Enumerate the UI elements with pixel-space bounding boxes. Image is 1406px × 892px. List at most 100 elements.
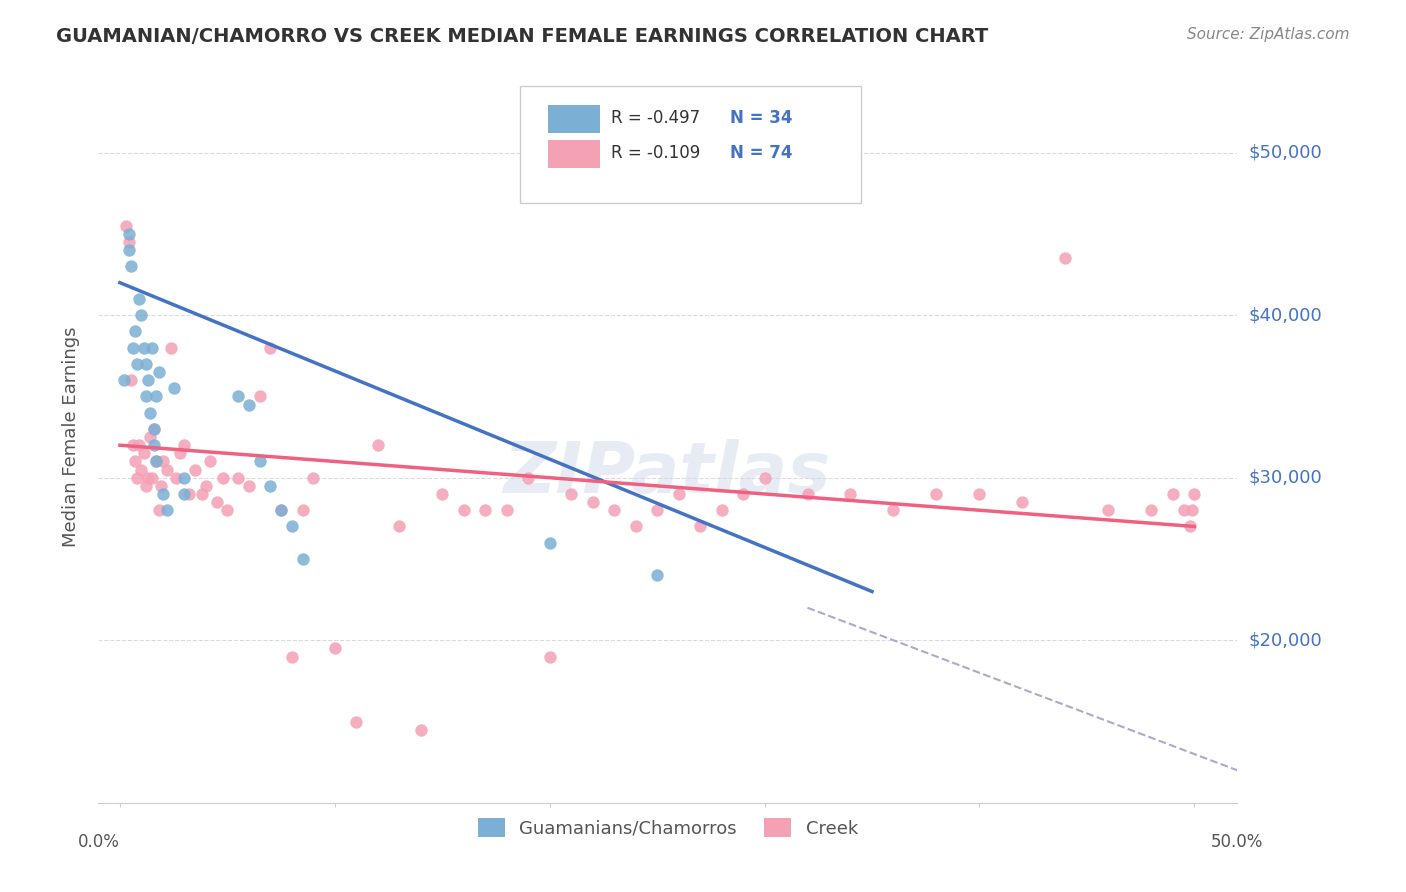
Point	[117, 243, 139, 257]
Point	[132, 446, 155, 460]
Text: 0.0%: 0.0%	[77, 833, 120, 851]
Point	[538, 649, 561, 664]
Point	[882, 503, 904, 517]
Text: $50,000: $50,000	[1249, 144, 1322, 161]
Point	[136, 373, 159, 387]
Point	[165, 471, 187, 485]
Point	[112, 373, 135, 387]
Point	[120, 373, 142, 387]
FancyBboxPatch shape	[548, 140, 599, 168]
Point	[177, 487, 200, 501]
Point	[148, 503, 170, 517]
Point	[149, 479, 172, 493]
Point	[249, 454, 271, 468]
Text: R = -0.497: R = -0.497	[612, 109, 700, 128]
Point	[1054, 252, 1077, 266]
Point	[925, 487, 948, 501]
Point	[281, 649, 304, 664]
Point	[453, 503, 475, 517]
Point	[344, 714, 367, 729]
Point	[645, 568, 668, 582]
Point	[754, 471, 776, 485]
Point	[145, 389, 167, 403]
Point	[145, 454, 167, 468]
Point	[259, 341, 281, 355]
Point	[1173, 503, 1195, 517]
Point	[152, 454, 174, 468]
Point	[115, 219, 138, 233]
Point	[120, 260, 142, 274]
Point	[291, 503, 314, 517]
Point	[160, 341, 183, 355]
Point	[141, 471, 163, 485]
Point	[139, 406, 162, 420]
Point	[259, 479, 281, 493]
Text: $20,000: $20,000	[1249, 632, 1322, 649]
Point	[194, 479, 217, 493]
Point	[432, 487, 454, 501]
Point	[668, 487, 690, 501]
Point	[217, 503, 239, 517]
Point	[388, 519, 411, 533]
Point	[132, 341, 155, 355]
Point	[190, 487, 212, 501]
Point	[517, 471, 540, 485]
Point	[143, 438, 166, 452]
Point	[731, 487, 754, 501]
Point	[226, 471, 249, 485]
Point	[124, 325, 146, 339]
Point	[1011, 495, 1033, 509]
Point	[117, 227, 139, 241]
FancyBboxPatch shape	[548, 105, 599, 133]
Point	[281, 519, 304, 533]
Point	[409, 723, 432, 737]
Point	[270, 503, 292, 517]
Point	[212, 471, 235, 485]
Point	[121, 341, 143, 355]
Text: 50.0%: 50.0%	[1211, 833, 1264, 851]
Point	[969, 487, 991, 501]
Point	[323, 641, 346, 656]
Point	[173, 487, 195, 501]
FancyBboxPatch shape	[520, 86, 862, 203]
Point	[169, 446, 191, 460]
Point	[238, 479, 260, 493]
Point	[238, 398, 260, 412]
Point	[131, 462, 153, 476]
Point	[367, 438, 389, 452]
Text: GUAMANIAN/CHAMORRO VS CREEK MEDIAN FEMALE EARNINGS CORRELATION CHART: GUAMANIAN/CHAMORRO VS CREEK MEDIAN FEMAL…	[56, 27, 988, 45]
Point	[1178, 519, 1201, 533]
Point	[128, 438, 150, 452]
Point	[136, 471, 159, 485]
Text: $30,000: $30,000	[1249, 468, 1322, 487]
Legend: Guamanians/Chamorros, Creek: Guamanians/Chamorros, Creek	[471, 811, 865, 845]
Point	[249, 389, 271, 403]
Point	[131, 308, 153, 322]
Point	[128, 292, 150, 306]
Point	[624, 519, 647, 533]
Point	[582, 495, 605, 509]
Point	[152, 487, 174, 501]
Y-axis label: Median Female Earnings: Median Female Earnings	[62, 326, 80, 548]
Point	[1182, 487, 1205, 501]
Point	[143, 422, 166, 436]
Point	[127, 471, 149, 485]
Point	[796, 487, 818, 501]
Point	[1140, 503, 1163, 517]
Point	[198, 454, 221, 468]
Point	[121, 438, 143, 452]
Point	[1161, 487, 1184, 501]
Point	[173, 471, 195, 485]
Text: N = 34: N = 34	[731, 109, 793, 128]
Point	[135, 357, 157, 371]
Point	[689, 519, 711, 533]
Point	[145, 454, 167, 468]
Point	[302, 471, 325, 485]
Point	[1181, 503, 1204, 517]
Point	[127, 357, 149, 371]
Point	[645, 503, 668, 517]
Point	[495, 503, 517, 517]
Point	[710, 503, 733, 517]
Point	[184, 462, 207, 476]
Point	[603, 503, 626, 517]
